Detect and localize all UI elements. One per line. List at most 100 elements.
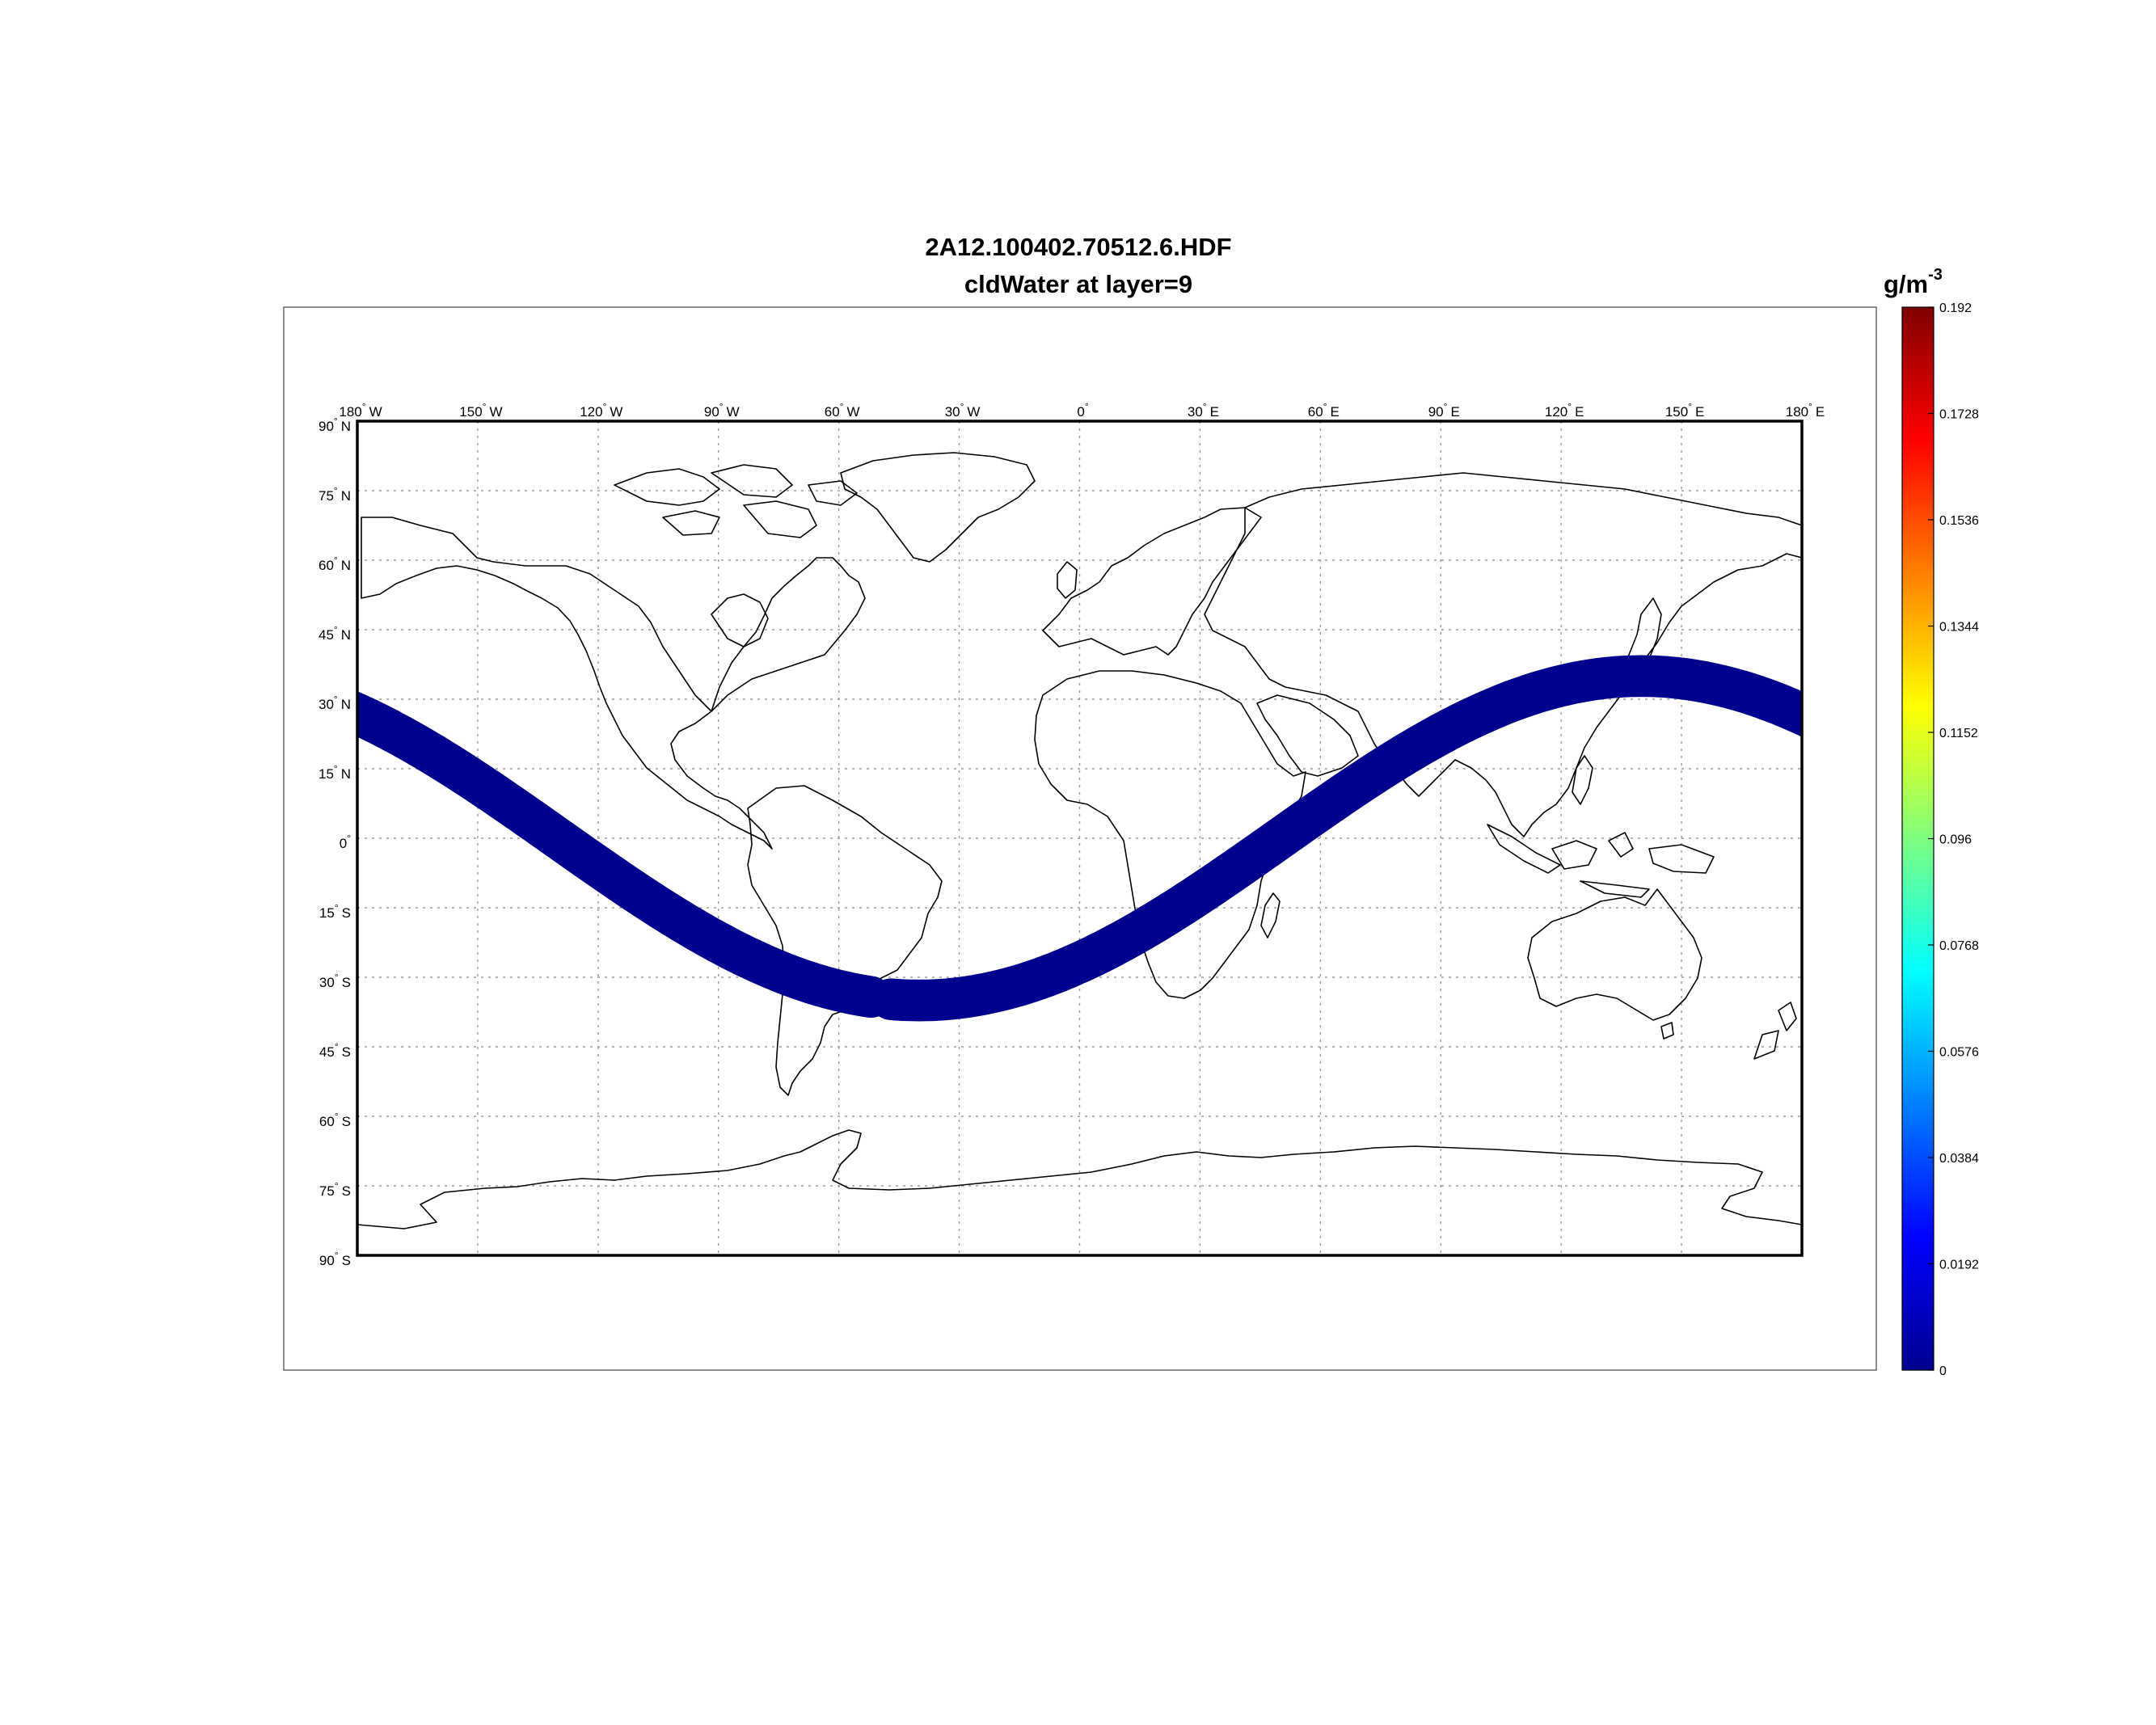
degree-symbol: ° — [335, 1111, 339, 1122]
lat-tick-hemisphere: S — [342, 1253, 351, 1268]
lon-tick-degrees: 180 — [339, 404, 361, 420]
degree-symbol: ° — [960, 401, 964, 412]
lat-tick-label: 75° N — [319, 485, 351, 504]
degree-symbol: ° — [840, 401, 844, 412]
lon-tick-label: 90° W — [704, 401, 740, 420]
lon-tick-label: 30° E — [1188, 401, 1219, 420]
latitude-labels: 90° N75° N60° N45° N30° N15° N0°15° S30° S45° S60… — [319, 415, 351, 1268]
lon-tick-degrees: 0 — [1077, 404, 1084, 420]
lon-tick-label: 60° W — [825, 401, 860, 420]
lon-tick-label: 90° E — [1428, 401, 1460, 420]
colorbar-tick-label: 0.0384 — [1939, 1152, 1979, 1166]
lat-tick-hemisphere: N — [341, 766, 351, 782]
degree-symbol: ° — [362, 401, 366, 412]
new-zealand-coast — [1753, 1002, 1797, 1060]
lat-tick-degrees: 45 — [319, 1044, 335, 1060]
swath-segment-west — [357, 691, 892, 1019]
lat-tick-label: 60° S — [319, 1111, 351, 1129]
figure-subtitle: cldWater at layer=9 — [964, 270, 1192, 298]
degree-symbol: ° — [483, 401, 487, 412]
australia-coast — [1527, 888, 1702, 1021]
lat-tick-degrees: 75 — [319, 1183, 335, 1199]
degree-symbol: ° — [335, 972, 339, 983]
lon-tick-hemisphere: W — [967, 404, 980, 420]
lat-tick-degrees: 15 — [319, 766, 334, 782]
degree-symbol: ° — [1085, 401, 1089, 412]
lon-tick-degrees: 150 — [459, 404, 482, 420]
lat-tick-label: 90° N — [319, 415, 351, 434]
colorbar-unit: g/m-3 — [1884, 266, 1943, 298]
degree-symbol: ° — [1323, 401, 1327, 412]
asia-coast — [1204, 472, 1802, 837]
colorbar-tick-label: 0.1728 — [1939, 408, 1979, 422]
degree-symbol: ° — [719, 401, 724, 412]
lon-tick-label: 0° — [1077, 401, 1088, 420]
degree-symbol: ° — [334, 624, 338, 635]
lon-tick-label: 30° W — [945, 401, 981, 420]
colorbar-tick-label: 0.0768 — [1939, 939, 1979, 953]
antarctica-coast — [357, 1129, 1802, 1255]
colorbar-unit-exponent: -3 — [1928, 266, 1943, 284]
degree-symbol: ° — [334, 694, 338, 705]
degree-symbol: ° — [603, 401, 607, 412]
tasmania-coast — [1660, 1022, 1674, 1040]
south-america-coast — [747, 785, 943, 1096]
lon-tick-label: 180° W — [339, 401, 382, 420]
lat-tick-label: 0° — [340, 833, 351, 851]
colorbar-tick-label: 0.1536 — [1939, 514, 1979, 528]
longitude-labels: 180° W 150° W 120° W 90° W 60° W 30° W 0° 30° E 60° E 90°… — [339, 401, 1825, 420]
lat-tick-hemisphere: N — [341, 419, 351, 434]
lon-tick-label: 60° E — [1308, 401, 1340, 420]
figure-title: 2A12.100402.70512.6.HDF — [925, 233, 1231, 261]
colorbar-tick-label: 0.096 — [1939, 833, 1972, 847]
lat-tick-label: 15° N — [319, 763, 351, 782]
colorbar-tick-label: 0.0192 — [1939, 1259, 1979, 1272]
lat-tick-degrees: 0 — [340, 836, 347, 851]
hudson-bay-coast — [711, 593, 769, 647]
lat-tick-degrees: 45 — [319, 627, 334, 643]
degree-symbol: ° — [335, 1250, 339, 1261]
colorbar-tick-label: 0.192 — [1939, 302, 1972, 315]
lon-tick-degrees: 150 — [1665, 404, 1688, 420]
degree-symbol: ° — [1688, 401, 1692, 412]
lon-tick-hemisphere: W — [610, 404, 622, 420]
philippines-coast — [1572, 755, 1593, 805]
colorbar-unit-base: g/m — [1884, 270, 1928, 298]
lat-tick-label: 75° S — [319, 1180, 351, 1199]
degree-symbol: ° — [335, 902, 339, 913]
indonesia-coast — [1487, 824, 1715, 898]
lon-tick-label: 120° W — [580, 401, 622, 420]
lat-tick-hemisphere: S — [342, 905, 351, 921]
lat-tick-degrees: 90 — [319, 1253, 335, 1268]
lon-tick-degrees: 30 — [1188, 404, 1203, 420]
colorbar-tick-label: 0 — [1939, 1364, 1947, 1378]
lon-tick-degrees: 90 — [1428, 404, 1444, 420]
lat-tick-label: 30° S — [319, 972, 351, 990]
colorbar-tick-label: 0.1152 — [1939, 727, 1978, 740]
lon-tick-hemisphere: W — [847, 404, 860, 420]
coastlines — [357, 452, 1802, 1255]
arabia-coast — [1256, 694, 1359, 777]
lon-tick-hemisphere: W — [489, 404, 502, 420]
lat-tick-hemisphere: S — [342, 1114, 351, 1129]
lon-tick-hemisphere: E — [1695, 404, 1704, 420]
lon-tick-degrees: 120 — [580, 404, 602, 420]
colorbar-tick-label: 0.1344 — [1939, 621, 1979, 635]
lon-tick-hemisphere: E — [1210, 404, 1219, 420]
lon-tick-hemisphere: E — [1450, 404, 1459, 420]
colorbar-ticks: 0.192 0.1728 0.1536 0.1344 0.1152 0.096 0.0768… — [1928, 302, 1979, 1378]
lat-tick-degrees: 30 — [319, 697, 334, 712]
lat-tick-degrees: 75 — [319, 488, 334, 504]
lat-tick-hemisphere: S — [342, 1183, 351, 1199]
lon-tick-hemisphere: E — [1331, 404, 1340, 420]
lat-tick-degrees: 15 — [319, 905, 335, 921]
lat-tick-label: 30° N — [319, 694, 351, 712]
lat-tick-hemisphere: N — [341, 488, 351, 504]
madagascar-coast — [1260, 892, 1281, 938]
lon-tick-label: 180° E — [1786, 401, 1825, 420]
satellite-swath — [357, 655, 1802, 1022]
degree-symbol: ° — [335, 1041, 339, 1052]
lat-tick-hemisphere: N — [341, 697, 351, 712]
axes-frame — [283, 306, 1877, 1371]
